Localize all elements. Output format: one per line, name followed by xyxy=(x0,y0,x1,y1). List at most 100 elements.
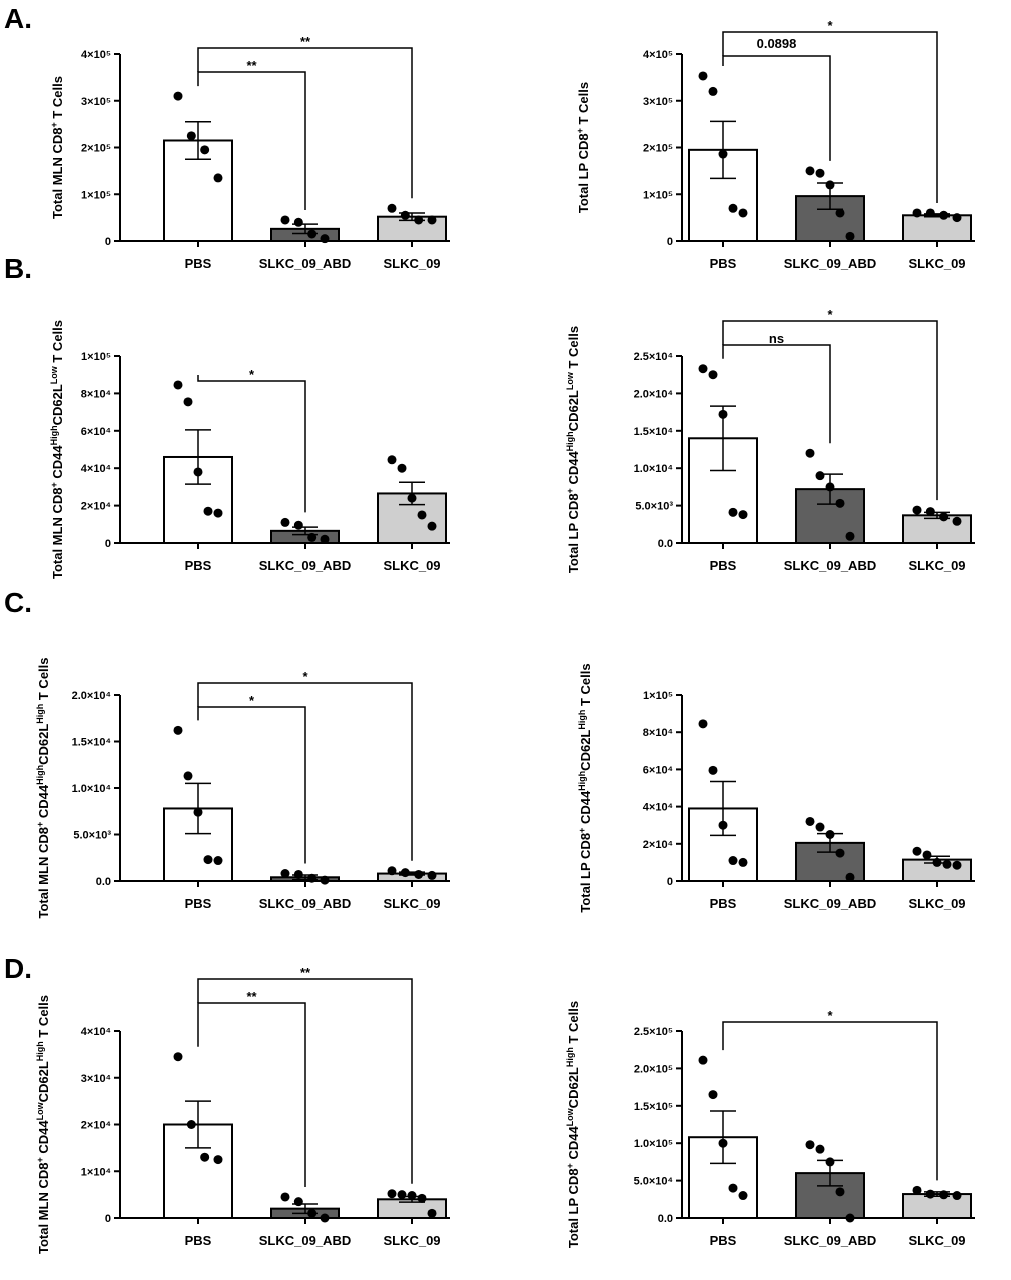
y-axis-label-part: Total LP CD8 xyxy=(566,493,581,573)
y-axis-label-part: CD62L xyxy=(566,390,581,431)
y-tick-label: 4×10⁴ xyxy=(643,802,673,814)
x-tick-label: PBS xyxy=(185,896,212,911)
y-axis-label-part: + xyxy=(49,122,59,127)
x-tick-label: PBS xyxy=(710,896,737,911)
y-tick-label: 2.0×10⁴ xyxy=(72,690,111,702)
y-tick-label: 6×10⁴ xyxy=(81,426,111,438)
y-tick-label: 0.0 xyxy=(658,538,673,550)
y-axis-label-part: High xyxy=(577,771,587,791)
y-tick-label: 0.0 xyxy=(658,1213,673,1225)
significance-label: ** xyxy=(246,989,257,1004)
y-tick-label: 4×10⁵ xyxy=(643,49,673,61)
significance-bracket xyxy=(197,71,306,210)
y-axis-label-part: T Cells xyxy=(50,320,65,366)
data-point xyxy=(925,1189,935,1199)
y-axis-label-part: Low xyxy=(35,1101,45,1120)
data-point xyxy=(835,848,845,858)
y-axis-label-part: T Cells xyxy=(566,1001,581,1047)
y-axis-label: Total LP CD8+ CD44LowCD62LHigh T Cells xyxy=(565,1001,581,1248)
significance-label: ** xyxy=(246,58,257,73)
data-point xyxy=(698,719,708,729)
y-axis-label: Total MLN CD8+ CD44HighCD62LLow T Cells xyxy=(49,320,65,579)
y-axis-label-part: + xyxy=(565,488,575,493)
y-axis-label-part: High xyxy=(35,765,45,785)
data-point xyxy=(815,822,825,832)
data-point xyxy=(939,210,949,220)
data-point xyxy=(708,370,718,380)
data-point xyxy=(173,91,183,101)
y-axis-label-part: CD44 xyxy=(566,451,581,489)
data-point xyxy=(708,86,718,96)
y-axis-label-part: High xyxy=(35,1041,45,1061)
data-point xyxy=(407,493,417,503)
y-axis-label-part: Low xyxy=(49,365,59,384)
data-point xyxy=(173,1052,183,1062)
data-point xyxy=(698,364,708,374)
data-point xyxy=(932,857,942,867)
data-point xyxy=(728,203,738,213)
y-axis-label-part: T Cells xyxy=(578,663,593,709)
y-axis-label-part: CD62L xyxy=(578,730,593,771)
data-point xyxy=(320,875,330,885)
y-axis-label-part: T Cells xyxy=(36,657,51,703)
data-point xyxy=(173,725,183,735)
x-tick-label: SLKC_09 xyxy=(908,256,965,271)
significance-bracket xyxy=(722,320,938,501)
significance-label: * xyxy=(827,18,833,33)
y-axis-label: Total LP CD8+ CD44HighCD62LHigh T Cells xyxy=(577,663,593,912)
y-axis-label-part: High xyxy=(35,704,45,724)
data-point xyxy=(387,455,397,465)
y-tick-label: 8×10⁴ xyxy=(643,727,673,739)
x-tick-label: SLKC_09_ABD xyxy=(784,896,876,911)
significance-bracket xyxy=(197,47,413,199)
x-tick-label: SLKC_09_ABD xyxy=(259,896,351,911)
data-point xyxy=(835,498,845,508)
y-tick-label: 1.0×10⁴ xyxy=(72,783,111,795)
data-point xyxy=(193,807,203,817)
x-tick-label: SLKC_09_ABD xyxy=(784,1233,876,1248)
data-point xyxy=(387,203,397,213)
significance-bracket xyxy=(197,374,306,513)
data-point xyxy=(203,506,213,516)
y-axis-label-part: Low xyxy=(565,371,575,390)
data-point xyxy=(708,765,718,775)
data-point xyxy=(427,1208,437,1218)
significance-bracket xyxy=(197,682,413,861)
y-axis-label-part: Total MLN CD8 xyxy=(50,128,65,219)
y-axis-label-part: High xyxy=(577,710,587,730)
data-point xyxy=(320,1213,330,1223)
data-point xyxy=(912,208,922,218)
y-axis-label-part: T Cells xyxy=(576,82,591,128)
data-point xyxy=(952,1191,962,1201)
data-point xyxy=(200,145,210,155)
y-axis-label: Total MLN CD8+ CD44LowCD62LHigh T Cells xyxy=(35,995,51,1254)
data-point xyxy=(213,1155,223,1165)
data-point xyxy=(414,215,424,225)
y-axis-label-part: CD62L xyxy=(566,1067,581,1108)
data-point xyxy=(805,448,815,458)
data-point xyxy=(912,846,922,856)
x-tick-label: PBS xyxy=(185,558,212,573)
y-axis-label-part: CD44 xyxy=(36,784,51,822)
data-point xyxy=(427,870,437,880)
y-axis-label-part: High xyxy=(49,425,59,445)
y-axis-label-part: CD62L xyxy=(50,384,65,425)
y-axis-label-part: CD44 xyxy=(36,1120,51,1158)
y-axis-label-part: Total LP CD8 xyxy=(566,1168,581,1248)
x-tick-label: PBS xyxy=(710,558,737,573)
data-point xyxy=(293,1197,303,1207)
x-tick-label: PBS xyxy=(710,1233,737,1248)
y-tick-label: 1.0×10⁵ xyxy=(634,1138,673,1150)
x-tick-label: SLKC_09 xyxy=(383,896,440,911)
data-point xyxy=(825,1157,835,1167)
y-tick-label: 2×10⁵ xyxy=(643,143,673,155)
data-point xyxy=(213,856,223,866)
data-point xyxy=(280,215,290,225)
data-point xyxy=(293,869,303,879)
x-tick-label: SLKC_09_ABD xyxy=(259,1233,351,1248)
data-point xyxy=(952,860,962,870)
y-tick-label: 1.5×10⁴ xyxy=(72,737,111,749)
data-point xyxy=(307,1208,317,1218)
data-point xyxy=(845,1213,855,1223)
